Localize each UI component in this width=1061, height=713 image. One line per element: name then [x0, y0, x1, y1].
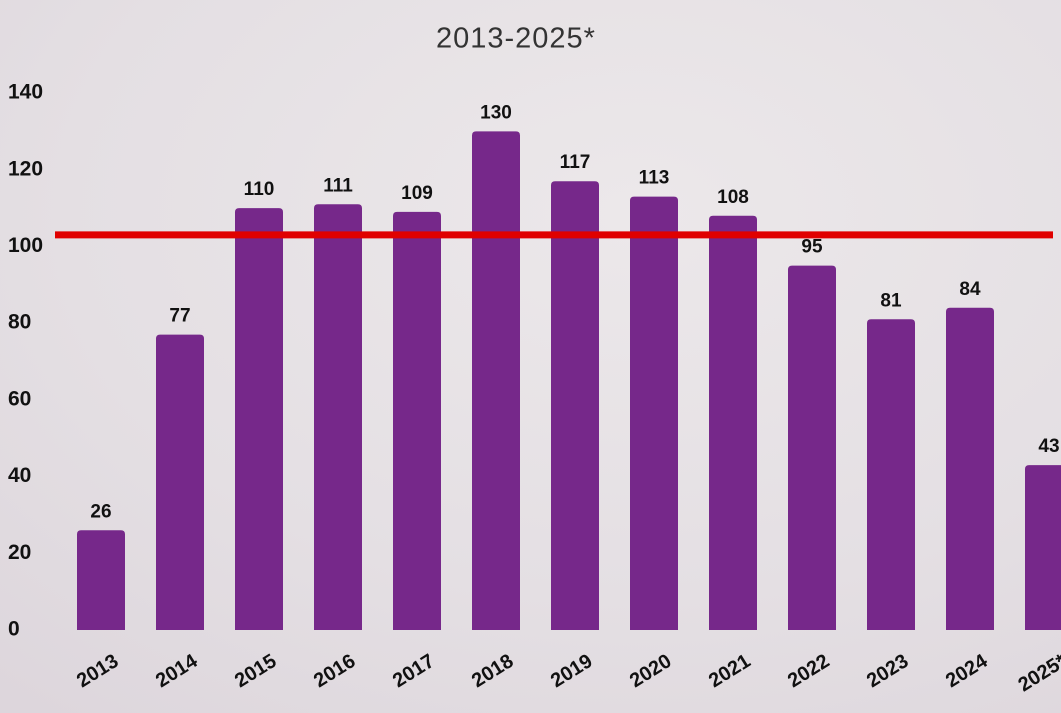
bar — [77, 530, 125, 630]
value-label: 81 — [880, 290, 902, 311]
value-label: 43 — [1038, 436, 1059, 457]
y-tick-label: 120 — [8, 157, 43, 180]
value-label: 110 — [244, 179, 275, 200]
bar — [314, 204, 362, 630]
bar — [630, 196, 678, 631]
value-label: 130 — [480, 102, 512, 123]
bar — [472, 131, 520, 630]
y-tick-label: 0 — [8, 618, 20, 641]
y-tick-label: 40 — [8, 464, 31, 487]
bar — [709, 215, 757, 630]
value-label: 95 — [801, 237, 823, 258]
bar — [235, 208, 283, 631]
value-label: 26 — [90, 501, 111, 522]
y-tick-label: 20 — [8, 541, 31, 564]
bar — [1025, 465, 1061, 630]
value-label: 108 — [717, 187, 749, 208]
y-tick-label: 140 — [8, 81, 43, 104]
bar — [551, 181, 599, 630]
value-label: 117 — [560, 152, 591, 173]
bar — [867, 319, 915, 630]
value-label: 109 — [401, 183, 433, 204]
value-label: 77 — [169, 306, 190, 327]
y-tick-label: 60 — [8, 387, 31, 410]
bar — [156, 334, 204, 630]
bar — [788, 265, 836, 630]
value-label: 84 — [959, 279, 981, 300]
chart-title: 2013-2025* — [436, 23, 596, 55]
value-label: 111 — [323, 175, 353, 196]
value-label: 113 — [639, 168, 670, 189]
bar — [393, 211, 441, 630]
y-tick-label: 100 — [8, 234, 43, 257]
bar — [946, 307, 994, 630]
y-tick-label: 80 — [8, 311, 31, 334]
